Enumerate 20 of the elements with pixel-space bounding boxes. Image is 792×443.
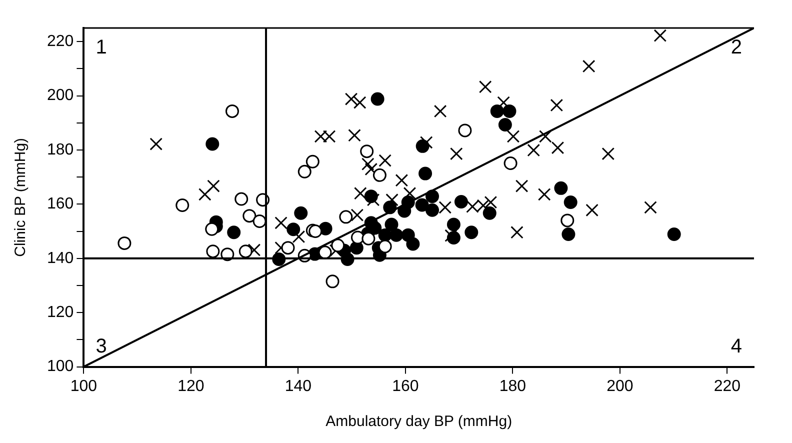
x-axis-title: Ambulatory day BP (mmHg)	[326, 413, 512, 430]
x-tick-label: 160	[392, 378, 419, 395]
y-tick-label: 220	[46, 32, 74, 50]
x-tick-label: 220	[714, 378, 741, 395]
y-tick-label: 200	[46, 87, 74, 104]
x-tick-label: 100	[70, 378, 98, 395]
y-axis-title: Clinic BP (mmHg)	[12, 138, 30, 257]
y-tick-label: 140	[46, 250, 74, 267]
x-tick-label: 140	[284, 378, 312, 395]
x-tick-label: 200	[606, 378, 634, 395]
x-tick-label: 180	[499, 378, 526, 395]
annotation: 4	[730, 335, 742, 358]
y-tick-label: 120	[46, 304, 74, 321]
annotation: 2	[730, 36, 742, 59]
y-tick-label: 180	[46, 141, 74, 158]
y-tick-label: 160	[46, 196, 74, 213]
y-tick-label: 100	[46, 358, 74, 376]
x-tick-label: 120	[178, 378, 204, 395]
annotation: 3	[96, 335, 107, 358]
annotation: 1	[96, 36, 107, 59]
